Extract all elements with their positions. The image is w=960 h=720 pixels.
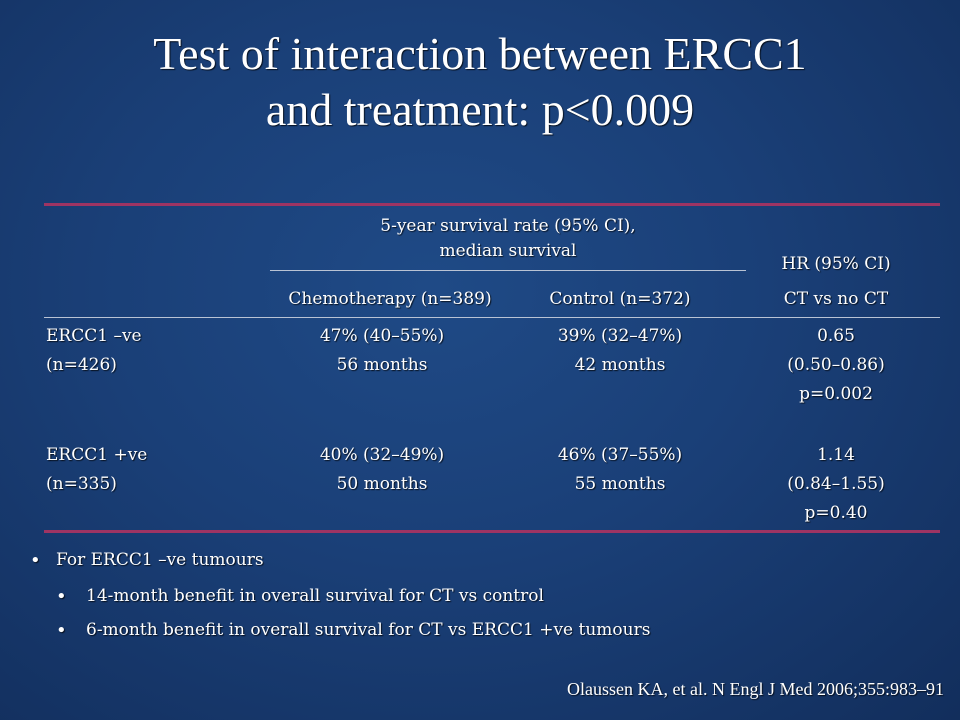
cell-hr: 1.14 (0.84–1.55) p=0.40 xyxy=(746,441,926,528)
group-header-underline xyxy=(270,270,746,271)
slide-title: Test of interaction between ERCC1 and tr… xyxy=(0,26,960,138)
cell-hr-value: 1.14 xyxy=(817,445,855,465)
cell-control: 46% (37–55%) 55 months xyxy=(510,441,730,499)
col-header-chemo: Chemotherapy (n=389) xyxy=(288,289,492,309)
row-label: ERCC1 –ve (n=426) xyxy=(46,322,142,380)
bullet-sub-2: 6-month benefit in overall survival for … xyxy=(86,620,651,640)
slide-title-line-1: Test of interaction between ERCC1 xyxy=(153,28,807,79)
cell-hr-p: p=0.002 xyxy=(799,384,873,404)
cell-hr: 0.65 (0.50–0.86) p=0.002 xyxy=(746,322,926,409)
bullet-main: For ERCC1 –ve tumours xyxy=(56,550,264,570)
cell-control-rate: 39% (32–47%) xyxy=(557,326,683,346)
hr-header-line-2: CT vs no CT xyxy=(783,289,889,309)
table-top-rule xyxy=(44,203,940,206)
slide-title-line-2: and treatment: p<0.009 xyxy=(265,84,695,135)
bullet-dot-icon: • xyxy=(56,620,67,641)
group-header-line-1: 5-year survival rate (95% CI), xyxy=(380,216,636,236)
cell-control: 39% (32–47%) 42 months xyxy=(510,322,730,380)
hr-header-line-1: HR (95% CI) xyxy=(781,254,891,274)
cell-control-median: 55 months xyxy=(574,474,666,494)
cell-chemo: 40% (32–49%) 50 months xyxy=(270,441,494,499)
header-rule xyxy=(44,317,940,318)
cell-hr-p: p=0.40 xyxy=(804,503,868,523)
cell-control-rate: 46% (37–55%) xyxy=(557,445,683,465)
cell-chemo-median: 50 months xyxy=(336,474,428,494)
cell-hr-ci: (0.84–1.55) xyxy=(787,474,885,494)
bullet-sub-1: 14-month benefit in overall survival for… xyxy=(86,586,544,606)
group-header-line-2: median survival xyxy=(439,241,577,261)
cell-hr-value: 0.65 xyxy=(817,326,855,346)
table-bottom-rule xyxy=(44,530,940,533)
group-header: 5-year survival rate (95% CI), median su… xyxy=(270,212,746,266)
col-header-control: Control (n=372) xyxy=(549,289,691,309)
row-label-line-2: (n=335) xyxy=(46,474,117,494)
bullet-dot-icon: • xyxy=(30,550,41,571)
row-label-line-2: (n=426) xyxy=(46,355,117,375)
cell-chemo-rate: 47% (40–55%) xyxy=(319,326,445,346)
row-label-line-1: ERCC1 –ve xyxy=(46,326,142,346)
cell-hr-ci: (0.50–0.86) xyxy=(787,355,885,375)
cell-chemo-median: 56 months xyxy=(336,355,428,375)
bullet-dot-icon: • xyxy=(56,586,67,607)
cell-chemo-rate: 40% (32–49%) xyxy=(319,445,445,465)
row-label-line-1: ERCC1 +ve xyxy=(46,445,148,465)
cell-control-median: 42 months xyxy=(574,355,666,375)
row-label: ERCC1 +ve (n=335) xyxy=(46,441,147,499)
citation: Olaussen KA, et al. N Engl J Med 2006;35… xyxy=(567,679,944,699)
cell-chemo: 47% (40–55%) 56 months xyxy=(270,322,494,380)
